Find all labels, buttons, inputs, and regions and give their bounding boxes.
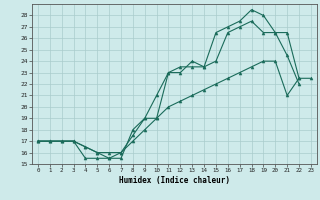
- X-axis label: Humidex (Indice chaleur): Humidex (Indice chaleur): [119, 176, 230, 185]
